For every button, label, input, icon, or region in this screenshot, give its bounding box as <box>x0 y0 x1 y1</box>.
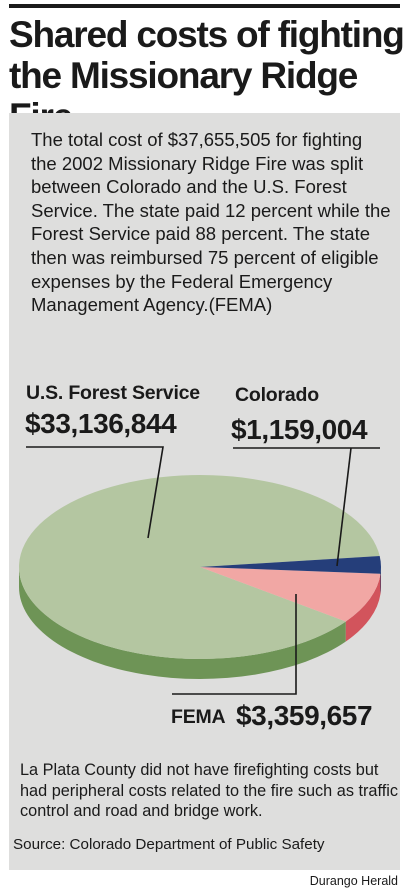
fema-slice <box>200 567 381 622</box>
intro-paragraph: The total cost of $37,655,505 for fighti… <box>31 129 391 316</box>
source-line: Source: Colorado Department of Public Sa… <box>13 836 325 853</box>
title-line-2: the Missionary Ridge Fire <box>9 55 358 137</box>
colorado-value-label: $1,159,004 <box>231 414 368 445</box>
fema-value-label: $3,359,657 <box>236 700 373 731</box>
colorado-slice <box>200 555 381 574</box>
forest-service-slice <box>18 475 380 660</box>
forest-service-value-label: $33,136,844 <box>25 408 177 439</box>
credit-line: Durango Herald <box>309 874 398 888</box>
fema-leader-line <box>172 594 297 695</box>
forest-service-leader-line <box>26 446 164 539</box>
footnote: La Plata County did not have firefightin… <box>20 761 398 820</box>
fema-name-label: FEMA <box>171 706 226 728</box>
title-line-1: Shared costs of fighting <box>9 14 405 55</box>
forest-service-slice-side <box>19 567 346 679</box>
fema-slice-side <box>345 573 381 642</box>
chart-title: Shared costs of fighting the Missionary … <box>9 14 405 137</box>
colorado-name-label: Colorado <box>235 384 319 406</box>
forest-service-name-label: U.S. Forest Service <box>26 382 200 404</box>
colorado-leader-line <box>336 447 352 567</box>
top-rule <box>9 4 400 8</box>
